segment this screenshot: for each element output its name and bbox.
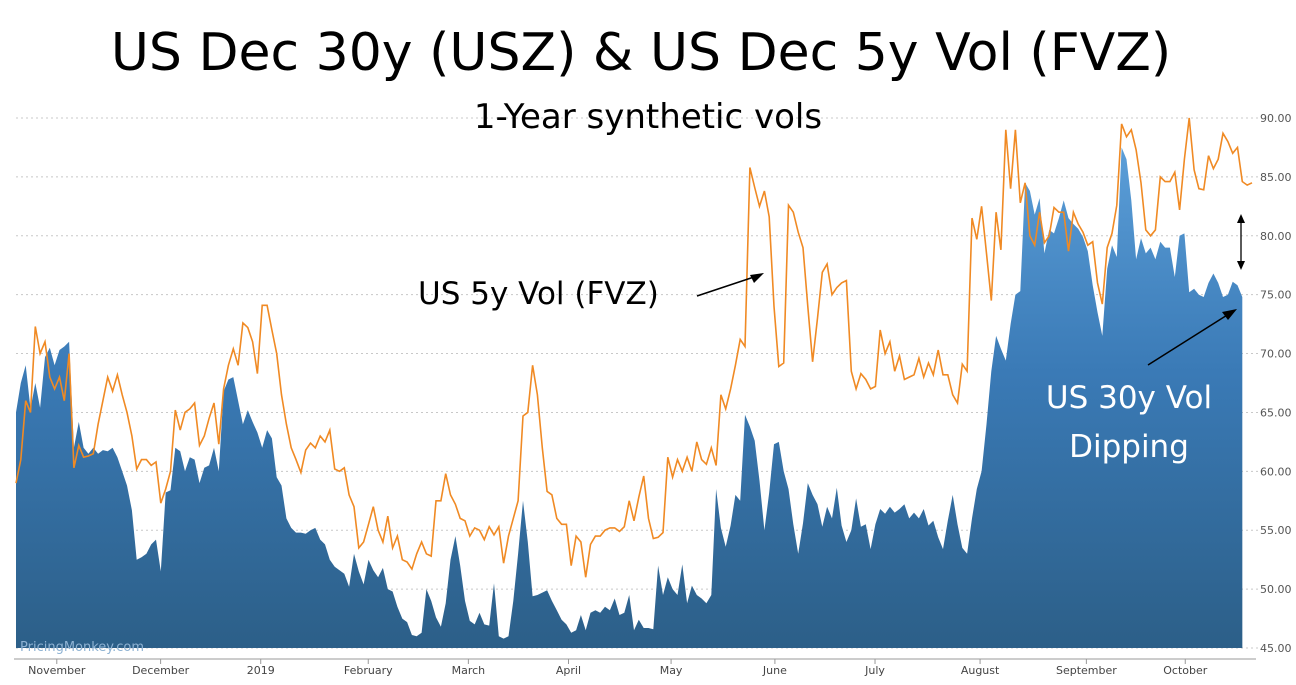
x-tick-label: December [132, 664, 190, 677]
x-tick-label: September [1056, 664, 1117, 677]
y-tick-label: 60.00 [1260, 465, 1292, 478]
x-axis-ticks: November December 2019 February March April Ma… [28, 659, 1208, 677]
series-area-usz [16, 147, 1243, 648]
x-tick-label: March [452, 664, 486, 677]
x-tick-label: August [961, 664, 1000, 677]
x-tick-label: June [762, 664, 787, 677]
x-tick-label: May [660, 664, 683, 677]
y-axis-ticks: 45.00 50.00 55.00 60.00 65.00 70.00 75.00 80.00… [1260, 112, 1292, 655]
y-tick-label: 75.00 [1260, 289, 1292, 302]
x-tick-label: 2019 [247, 664, 275, 677]
y-tick-label: 55.00 [1260, 524, 1292, 537]
annotation-usz-line1: US 30y Vol [1046, 380, 1212, 416]
y-tick-label: 90.00 [1260, 112, 1292, 125]
y-tick-label: 65.00 [1260, 406, 1292, 419]
x-tick-label: July [864, 664, 885, 677]
x-tick-label: April [556, 664, 581, 677]
watermark: PricingMonkey.com [20, 640, 144, 655]
annotation-fvz-arrowhead [750, 273, 764, 283]
gap-indicator-arrowhead-down [1237, 261, 1245, 270]
y-tick-label: 70.00 [1260, 348, 1292, 361]
annotation-fvz-arrow [696, 274, 761, 297]
x-tick-label: November [28, 664, 86, 677]
annotation-fvz: US 5y Vol (FVZ) [418, 276, 659, 312]
series-line-fvz [15, 117, 1253, 578]
gap-indicator-arrowhead-up [1237, 214, 1245, 223]
annotation-usz-line2: Dipping [1069, 429, 1189, 465]
annotation-usz-arrowhead [1222, 309, 1237, 320]
y-tick-label: 50.00 [1260, 583, 1292, 596]
annotation-usz-arrow [1147, 311, 1233, 366]
chart-subtitle: 1-Year synthetic vols [474, 97, 822, 137]
x-tick-label: February [344, 664, 393, 677]
y-tick-label: 45.00 [1260, 642, 1292, 655]
x-tick-label: October [1163, 664, 1207, 677]
y-tick-label: 85.00 [1260, 171, 1292, 184]
y-tick-label: 80.00 [1260, 230, 1292, 243]
chart-title: US Dec 30y (USZ) & US Dec 5y Vol (FVZ) [111, 23, 1171, 83]
